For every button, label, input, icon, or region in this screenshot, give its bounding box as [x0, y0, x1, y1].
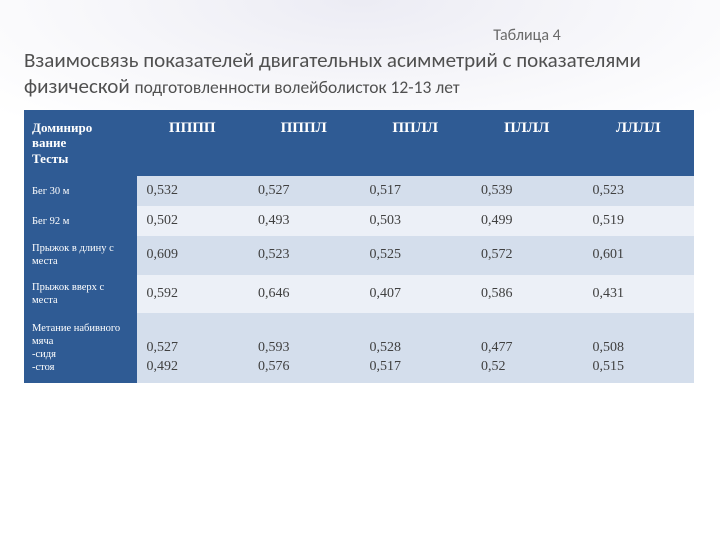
header-rowhead-l2: вание: [32, 135, 66, 150]
page-title: Взаимосвязь показателей двигательных аси…: [24, 47, 690, 100]
cell: 0,593 0,576: [248, 313, 359, 384]
header-rowhead-l1: Доминиро: [32, 120, 92, 135]
cell: 0,527 0,492: [137, 313, 248, 384]
table-header-row: Доминиро вание Тесты ПППП ПППЛ ППЛЛ ПЛЛЛ…: [24, 110, 694, 177]
header-rowhead: Доминиро вание Тесты: [24, 110, 137, 177]
data-table: Доминиро вание Тесты ПППП ПППЛ ППЛЛ ПЛЛЛ…: [24, 110, 694, 384]
cell: 0,609: [137, 236, 248, 274]
cell: 0,523: [582, 176, 694, 206]
col-header: ЛЛЛЛ: [582, 110, 694, 177]
col-header: ППЛЛ: [359, 110, 470, 177]
cell: 0,499: [471, 206, 582, 236]
cell: 0,407: [359, 275, 470, 313]
cell: 0,523: [248, 236, 359, 274]
table-row: Метание набивного мяча -сидя -стоя 0,527…: [24, 313, 694, 384]
cell: 0,525: [359, 236, 470, 274]
cell: 0,519: [582, 206, 694, 236]
table-row: Прыжок в длину с места 0,609 0,523 0,525…: [24, 236, 694, 274]
col-header: ПЛЛЛ: [471, 110, 582, 177]
row-label: Прыжок в длину с места: [24, 236, 137, 274]
cell: 0,592: [137, 275, 248, 313]
cell: 0,508 0,515: [582, 313, 694, 384]
cell: 0,503: [359, 206, 470, 236]
cell: 0,527: [248, 176, 359, 206]
cell: 0,532: [137, 176, 248, 206]
table-number: Таблица 4: [364, 26, 690, 45]
cell: 0,586: [471, 275, 582, 313]
header-rowhead-l3: Тесты: [32, 151, 68, 166]
cell: 0,601: [582, 236, 694, 274]
table-row: Бег 92 м 0,502 0,493 0,503 0,499 0,519: [24, 206, 694, 236]
cell: 0,517: [359, 176, 470, 206]
cell: 0,646: [248, 275, 359, 313]
col-header: ПППЛ: [248, 110, 359, 177]
cell: 0,431: [582, 275, 694, 313]
cell: 0,539: [471, 176, 582, 206]
cell: 0,572: [471, 236, 582, 274]
col-header: ПППП: [137, 110, 248, 177]
cell: 0,493: [248, 206, 359, 236]
row-label: Бег 92 м: [24, 206, 137, 236]
title-small: подготовленности волейболисток 12-13 лет: [134, 76, 459, 98]
cell: 0,502: [137, 206, 248, 236]
row-label: Прыжок вверх с места: [24, 275, 137, 313]
row-label: Бег 30 м: [24, 176, 137, 206]
row-label: Метание набивного мяча -сидя -стоя: [24, 313, 137, 384]
cell: 0,528 0,517: [359, 313, 470, 384]
table-row: Бег 30 м 0,532 0,527 0,517 0,539 0,523: [24, 176, 694, 206]
cell: 0,477 0,52: [471, 313, 582, 384]
table-row: Прыжок вверх с места 0,592 0,646 0,407 0…: [24, 275, 694, 313]
